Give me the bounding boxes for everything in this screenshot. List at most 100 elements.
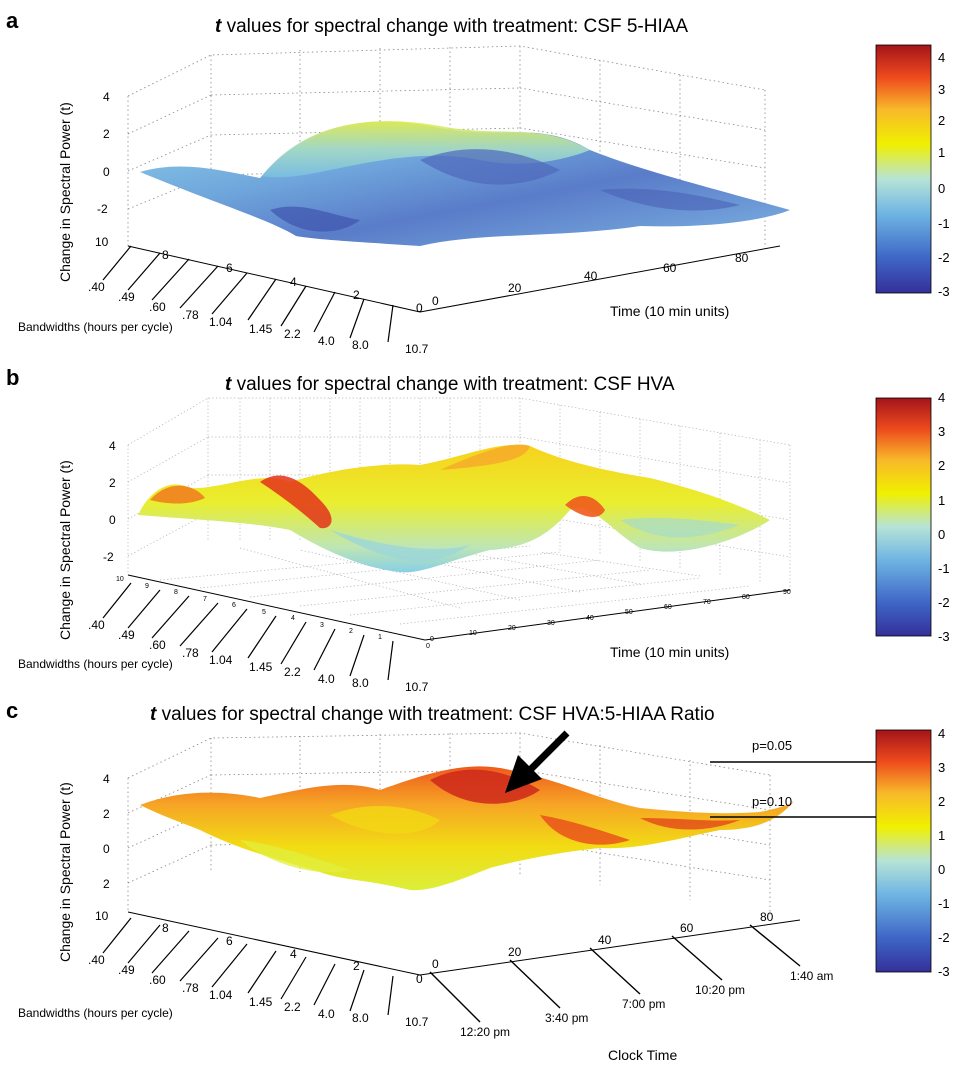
colorbar-tick-c: 1: [938, 828, 945, 843]
bandwidth-lines-a: [102, 245, 394, 343]
time-tick-b: 60: [664, 604, 672, 611]
depth-tick-c: 4: [290, 947, 297, 961]
time-ticks-c: 0 20 40 60 80: [432, 910, 774, 971]
bandwidth-tick-a: .60: [149, 300, 166, 314]
bandwidth-tick-b: 1.45: [249, 660, 273, 674]
title-t-b: t: [225, 374, 232, 395]
bandwidth-tick-b: .49: [118, 628, 135, 642]
depth-tick-a: 6: [226, 261, 233, 275]
colorbar-ticks-b: 4 3 2 1 0 -1 -2 -3: [938, 390, 950, 644]
panel-letter-b: b: [6, 365, 19, 390]
colorbar-tick-a: 2: [938, 113, 945, 128]
depth-tick-c: 8: [162, 921, 169, 935]
depth-tick-a: 2: [353, 288, 360, 302]
bandwidth-tick-b: 10.7: [405, 680, 429, 694]
depth-tick-b: 2: [349, 628, 353, 635]
title-t-a: t: [215, 16, 222, 37]
bandwidth-tick-a: 1.04: [209, 315, 233, 329]
bandwidth-tick-b: 2.2: [284, 665, 301, 679]
time-tick-c: 0: [432, 957, 439, 971]
bandwidth-tick-c: 8.0: [352, 1011, 369, 1025]
chart-title-a: t values for spectral change with treatm…: [215, 16, 688, 37]
peak-arrow: [505, 730, 570, 793]
time-tick-b: 90: [783, 589, 791, 596]
time-tick-b: 10: [469, 630, 477, 637]
colorbar-tick-c: 4: [938, 726, 945, 741]
z-tick-a: -2: [97, 202, 108, 216]
clock-tick: 7:00 pm: [622, 997, 665, 1011]
clock-tick: 1:40 am: [790, 969, 833, 983]
time-tick-c: 20: [508, 945, 522, 959]
bandwidth-tick-a: .49: [118, 290, 135, 304]
bandwidth-tick-c: .60: [149, 973, 166, 987]
bandwidth-axis-label-c: Bandwidths (hours per cycle): [18, 1006, 173, 1020]
time-tick-b: 0: [430, 636, 434, 643]
depth-ticks-a: 10 8 6 4 2 0: [95, 235, 423, 315]
bandwidth-ticks-c: .40 .49 .60 .78 1.04 1.45 2.2 4.0 8.0 10…: [88, 953, 429, 1029]
bandwidth-tick-a: .78: [182, 308, 199, 322]
colorbar-b: [875, 397, 932, 637]
title-t-c: t: [150, 704, 157, 725]
depth-tick-c: 0: [416, 972, 423, 986]
bandwidth-tick-a: 8.0: [352, 338, 369, 352]
depth-tick-b: 8: [174, 589, 178, 596]
panel-c: c t values for spectral change with trea…: [6, 698, 950, 1063]
time-tick-a: 20: [508, 281, 522, 295]
time-tick-b: 30: [547, 620, 555, 627]
bandwidth-tick-c: 4.0: [318, 1007, 335, 1021]
bandwidth-tick-c: 2.2: [284, 1000, 301, 1014]
time-tick-c: 40: [598, 933, 612, 947]
time-ticks-b: 0 10 20 30 40 50 60 70 80 90: [430, 589, 791, 643]
z-axis-label-c: Change in Spectral Power (t): [57, 782, 73, 962]
surface-c: [140, 766, 795, 891]
bandwidth-tick-c: .78: [182, 981, 199, 995]
depth-tick-b: 9: [145, 583, 149, 590]
time-tick-a: 80: [735, 251, 749, 265]
bandwidth-lines-c: [102, 917, 394, 1016]
colorbar-tick-a: -3: [938, 284, 950, 299]
title-text-b: values for spectral change with treatmen…: [231, 374, 674, 395]
colorbar-tick-b: 3: [938, 424, 945, 439]
title-text-a: values for spectral change with treatmen…: [221, 16, 688, 37]
depth-tick-b: 3: [320, 622, 324, 629]
depth-tick-b: 5: [262, 609, 266, 616]
panel-letter-c: c: [6, 698, 18, 723]
surface-a: [140, 121, 790, 246]
bandwidth-lines-b: [102, 582, 394, 681]
colorbar-ticks-a: 4 3 2 1 0 -1 -2 -3: [938, 50, 950, 299]
colorbar-tick-c: 0: [938, 862, 945, 877]
time-tick-b: 40: [586, 615, 594, 622]
time-tick-a: 60: [663, 261, 677, 275]
colorbar-tick-a: 4: [938, 50, 945, 65]
clock-ticks-c: 12:20 pm 3:40 pm 7:00 pm 10:20 pm 1:40 a…: [460, 969, 833, 1039]
time-tick-b: 50: [625, 609, 633, 616]
time-tick-c: 80: [760, 910, 774, 924]
colorbar-tick-b: -1: [938, 561, 950, 576]
depth-tick-b: 0: [426, 643, 430, 650]
axes-a: [127, 245, 781, 313]
colorbar-c: [875, 729, 932, 973]
colorbar-tick-c: -2: [938, 930, 950, 945]
p-005-label: p=0.05: [752, 738, 792, 753]
bandwidth-tick-a: 4.0: [318, 334, 335, 348]
time-tick-a: 0: [432, 294, 439, 308]
bandwidth-tick-c: .40: [88, 953, 105, 967]
axes-b: [127, 574, 791, 641]
bandwidth-tick-a: 1.45: [249, 322, 273, 336]
bandwidth-tick-b: 4.0: [318, 672, 335, 686]
time-ticks-a: 0 20 40 60 80: [432, 251, 749, 308]
bandwidth-ticks-b: .40 .49 .60 .78 1.04 1.45 2.2 4.0 8.0 10…: [88, 618, 429, 694]
z-tick-a: 2: [103, 127, 110, 141]
panel-b: b t values for spectral change with trea…: [6, 365, 950, 694]
clock-time-lines: [429, 924, 801, 1023]
bandwidth-tick-c: 10.7: [405, 1015, 429, 1029]
colorbar-tick-b: 1: [938, 493, 945, 508]
z-tick-c: 4: [103, 772, 110, 786]
depth-tick-a: 8: [162, 248, 169, 262]
clock-tick: 3:40 pm: [545, 1011, 588, 1025]
time-tick-c: 60: [680, 921, 694, 935]
z-tick-a: 0: [103, 165, 110, 179]
colorbar-tick-a: -2: [938, 250, 950, 265]
time-tick-b: 70: [703, 599, 711, 606]
